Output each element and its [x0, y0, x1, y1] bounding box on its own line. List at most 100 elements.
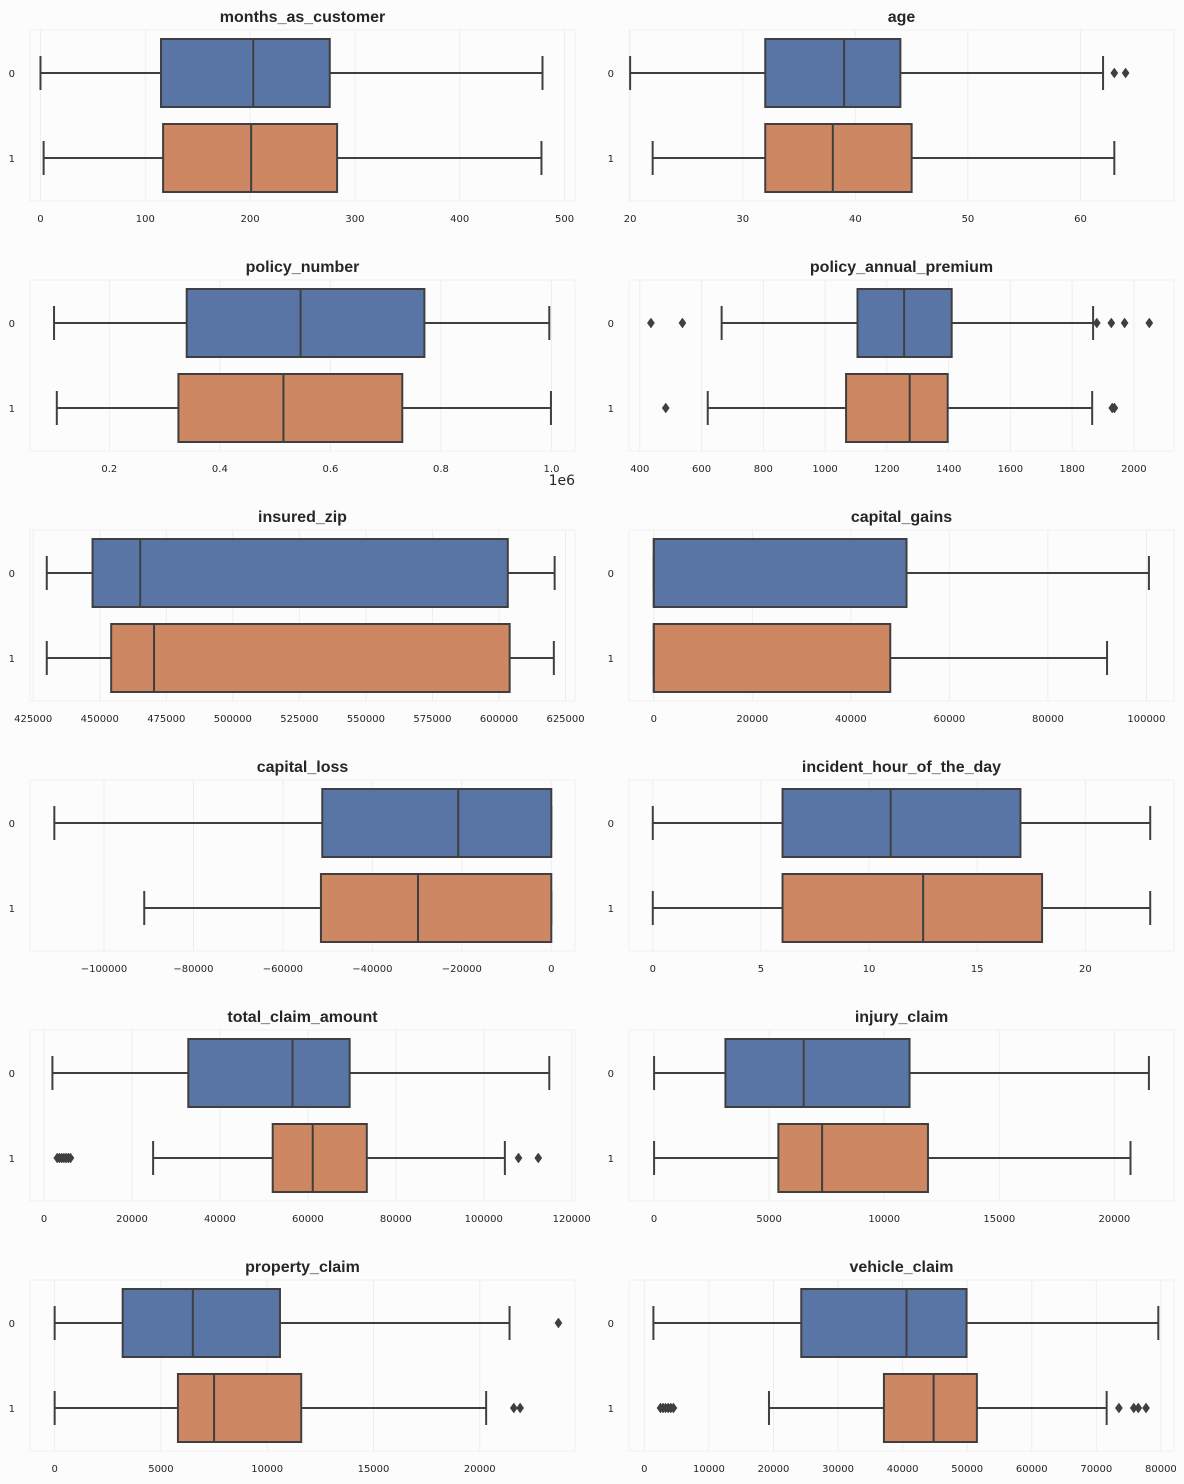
- iqr-box: [271, 1123, 368, 1193]
- y-tick-label: 1: [608, 1154, 614, 1165]
- subplot-policy_annual_premium: 400 600 800 1000 1200 1400 1600 1800 2000 policy_…: [608, 259, 1175, 475]
- y-tick-label: 0: [608, 1319, 614, 1330]
- outlier-point: [661, 402, 670, 414]
- box-0: 0: [608, 788, 1152, 858]
- outlier-point: [66, 1152, 75, 1164]
- y-tick-label: 0: [608, 319, 614, 330]
- box-0: 0: [608, 1288, 1160, 1358]
- x-tick-label: 1800: [1059, 464, 1084, 475]
- subplot-title: vehicle_claim: [849, 1259, 953, 1276]
- outlier-point: [554, 1317, 563, 1329]
- subplot-title: incident_hour_of_the_day: [802, 759, 1001, 776]
- x-tick-label: 0: [37, 214, 43, 225]
- y-tick-label: 1: [608, 654, 614, 665]
- x-tick-label: −100000: [81, 964, 128, 975]
- y-tick-label: 0: [608, 819, 614, 830]
- y-tick-label: 1: [9, 1404, 15, 1415]
- box-1: 1: [608, 1373, 1150, 1443]
- x-tick-label: 0.4: [212, 464, 228, 475]
- y-tick-label: 0: [608, 69, 614, 80]
- subplot-title: capital_gains: [851, 509, 952, 526]
- box-1: 1: [9, 1123, 543, 1193]
- y-tick-label: 0: [9, 569, 15, 580]
- x-tick-label: 100000: [465, 1214, 503, 1225]
- box-1: 1: [9, 873, 553, 943]
- x-tick-label: 80000: [1145, 1464, 1177, 1475]
- x-tick-label: 60000: [933, 714, 965, 725]
- iqr-box: [764, 123, 913, 193]
- x-tick-label: 1200: [874, 464, 899, 475]
- y-tick-label: 0: [9, 819, 15, 830]
- outlier-point: [1134, 1402, 1143, 1414]
- x-tick-label: 0: [41, 1214, 47, 1225]
- x-tick-label: 20000: [116, 1214, 148, 1225]
- box-1: 1: [608, 373, 1119, 443]
- x-tick-label: 575000: [413, 714, 451, 725]
- box-1: 1: [9, 1373, 525, 1443]
- x-tick-label: 20000: [736, 714, 768, 725]
- x-tick-label: 1000: [812, 464, 837, 475]
- y-tick-label: 1: [9, 654, 15, 665]
- box-0: 0: [608, 538, 1150, 608]
- x-tick-label: 15: [971, 964, 984, 975]
- x-tick-label: 15000: [358, 1464, 390, 1475]
- x-tick-label: 2000: [1121, 464, 1146, 475]
- axis-offset-label: 1e6: [549, 473, 576, 489]
- x-tick-label: 625000: [546, 714, 584, 725]
- iqr-box: [781, 873, 1044, 943]
- x-tick-label: 400: [630, 464, 649, 475]
- box-0: 0: [608, 1038, 1150, 1108]
- x-tick-label: 600000: [480, 714, 518, 725]
- x-tick-label: 0.8: [433, 464, 449, 475]
- x-tick-label: 30: [736, 214, 749, 225]
- subplot-title: policy_annual_premium: [810, 259, 993, 276]
- y-tick-label: 0: [9, 1069, 15, 1080]
- outlier-point: [1092, 317, 1101, 329]
- outlier-point: [534, 1152, 543, 1164]
- y-tick-label: 1: [9, 904, 15, 915]
- subplot-vehicle_claim: 0 10000 20000 30000 40000 50000 60000 70000 8000…: [608, 1259, 1177, 1475]
- subplot-incident_hour_of_the_day: 0 5 10 15 20 incident_hour_of_the_day 0 1: [608, 759, 1175, 975]
- x-tick-label: 450000: [81, 714, 119, 725]
- y-tick-label: 1: [608, 904, 614, 915]
- y-tick-label: 1: [608, 404, 614, 415]
- box-0: 0: [9, 38, 544, 108]
- x-tick-label: 50: [962, 214, 975, 225]
- x-tick-label: 80000: [1032, 714, 1064, 725]
- x-tick-label: 10000: [868, 1214, 900, 1225]
- iqr-box: [319, 873, 553, 943]
- x-tick-label: 0: [650, 964, 656, 975]
- x-tick-label: 425000: [14, 714, 52, 725]
- subplot-title: injury_claim: [855, 1009, 948, 1026]
- subplot-policy_number: 0.2 0.4 0.6 0.8 1.0 policy_number 1e6 0 1: [9, 259, 576, 489]
- x-tick-label: 200: [241, 214, 260, 225]
- x-tick-label: 0: [651, 1214, 657, 1225]
- x-tick-label: 500: [555, 214, 574, 225]
- iqr-box: [764, 38, 902, 108]
- x-tick-label: 1.0: [544, 464, 560, 475]
- x-tick-label: 40: [849, 214, 862, 225]
- outlier-point: [516, 1402, 525, 1414]
- x-tick-label: 120000: [553, 1214, 591, 1225]
- x-tick-label: 30000: [822, 1464, 854, 1475]
- iqr-box: [781, 788, 1022, 858]
- outlier-point: [1121, 67, 1130, 79]
- x-tick-label: 525000: [280, 714, 318, 725]
- outlier-point: [1120, 317, 1129, 329]
- iqr-box: [176, 1373, 303, 1443]
- y-tick-label: 0: [608, 1069, 614, 1080]
- subplot-capital_gains: 0 20000 40000 60000 80000 100000 capital_gains…: [608, 509, 1175, 725]
- subplot-title: policy_number: [246, 259, 360, 276]
- box-0: 0: [608, 38, 1130, 108]
- box-0: 0: [9, 1038, 551, 1108]
- x-tick-label: 10: [863, 964, 876, 975]
- box-1: 1: [608, 1123, 1132, 1193]
- outlier-point: [1110, 67, 1119, 79]
- outlier-point: [678, 317, 687, 329]
- x-tick-label: 5: [758, 964, 764, 975]
- iqr-box: [91, 538, 509, 608]
- subplot-title: property_claim: [245, 1259, 360, 1276]
- x-tick-label: 20000: [1098, 1214, 1130, 1225]
- subplot-capital_loss: −100000 −80000 −60000 −40000 −20000 0 capital_…: [9, 759, 576, 975]
